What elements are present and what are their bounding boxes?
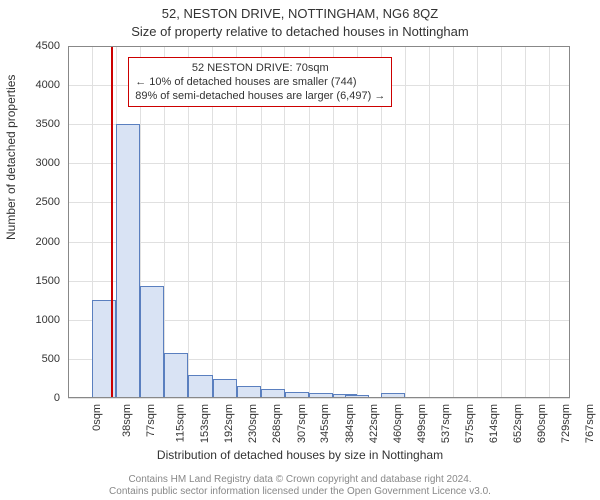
reference-line: [111, 46, 113, 398]
gridline-vertical: [453, 46, 454, 398]
histogram-bar: [261, 389, 285, 398]
gridline-horizontal: [68, 46, 570, 47]
x-tick-label: 345sqm: [320, 404, 332, 443]
x-tick-label: 153sqm: [199, 404, 211, 443]
y-tick-label: 4000: [28, 79, 60, 91]
y-tick-label: 1000: [28, 314, 60, 326]
annotation-box: 52 NESTON DRIVE: 70sqm← 10% of detached …: [128, 57, 392, 108]
y-tick-label: 4500: [28, 40, 60, 52]
y-tick-label: 500: [28, 353, 60, 365]
gridline-vertical: [477, 46, 478, 398]
chart-title-line1: 52, NESTON DRIVE, NOTTINGHAM, NG6 8QZ: [0, 6, 600, 21]
footer-line2: Contains public sector information licen…: [0, 486, 600, 498]
gridline-horizontal: [68, 281, 570, 282]
footer-line1: Contains HM Land Registry data © Crown c…: [0, 474, 600, 486]
x-axis-label: Distribution of detached houses by size …: [0, 448, 600, 462]
gridline-vertical: [501, 46, 502, 398]
annotation-line: 52 NESTON DRIVE: 70sqm: [135, 61, 385, 75]
histogram-bar: [164, 353, 188, 398]
x-tick-label: 614sqm: [488, 404, 500, 443]
x-tick-label: 115sqm: [174, 404, 186, 442]
y-tick-label: 1500: [28, 275, 60, 287]
x-tick-label: 460sqm: [392, 404, 404, 443]
y-tick-label: 2500: [28, 196, 60, 208]
x-tick-label: 690sqm: [536, 404, 548, 443]
x-tick-label: 0sqm: [91, 404, 103, 431]
y-tick-label: 2000: [28, 236, 60, 248]
x-tick-label: 499sqm: [416, 404, 428, 443]
footer-attribution: Contains HM Land Registry data © Crown c…: [0, 474, 600, 498]
x-tick-label: 268sqm: [271, 404, 283, 443]
y-axis-label: Number of detached properties: [4, 75, 18, 240]
gridline-horizontal: [68, 163, 570, 164]
x-tick-label: 77sqm: [145, 404, 157, 437]
x-tick-label: 192sqm: [224, 404, 236, 443]
x-tick-label: 652sqm: [512, 404, 524, 443]
plot-area: 0500100015002000250030003500400045000sqm…: [68, 46, 570, 398]
chart-title-line2: Size of property relative to detached ho…: [0, 24, 600, 39]
histogram-bar: [285, 392, 309, 398]
x-tick-label: 537sqm: [440, 404, 452, 443]
histogram-bar: [381, 393, 405, 398]
gridline-vertical: [429, 46, 430, 398]
gridline-horizontal: [68, 398, 570, 399]
y-tick-label: 3000: [28, 157, 60, 169]
y-tick-label: 0: [28, 392, 60, 404]
x-tick-label: 307sqm: [296, 404, 308, 443]
annotation-line: 89% of semi-detached houses are larger (…: [135, 89, 385, 103]
histogram-bar: [213, 379, 237, 398]
y-tick-label: 3500: [28, 118, 60, 130]
x-tick-label: 767sqm: [584, 404, 596, 443]
histogram-bar: [345, 395, 369, 398]
gridline-horizontal: [68, 242, 570, 243]
x-tick-label: 729sqm: [561, 404, 573, 443]
gridline-vertical: [68, 46, 69, 398]
chart-wrapper: { "chart": { "type": "histogram", "title…: [0, 0, 600, 500]
histogram-bar: [309, 393, 333, 398]
gridline-vertical: [525, 46, 526, 398]
x-tick-label: 575sqm: [464, 404, 476, 443]
x-tick-label: 422sqm: [368, 404, 380, 443]
histogram-bar: [188, 375, 212, 398]
histogram-bar: [237, 386, 261, 398]
x-tick-label: 38sqm: [121, 404, 133, 437]
gridline-horizontal: [68, 202, 570, 203]
histogram-bar: [116, 124, 140, 398]
annotation-line: ← 10% of detached houses are smaller (74…: [135, 75, 385, 89]
gridline-vertical: [549, 46, 550, 398]
histogram-bar: [140, 286, 164, 398]
gridline-horizontal: [68, 124, 570, 125]
gridline-vertical: [405, 46, 406, 398]
x-tick-label: 384sqm: [344, 404, 356, 443]
x-tick-label: 230sqm: [247, 404, 259, 443]
